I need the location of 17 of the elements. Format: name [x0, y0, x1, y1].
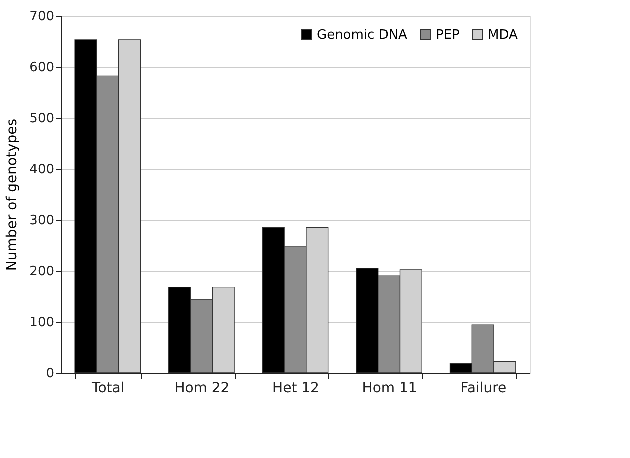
y-axis-title: Number of genotypes: [4, 118, 21, 272]
y-tick-label: 0: [46, 366, 54, 382]
legend-label: Genomic DNA: [317, 28, 408, 43]
y-tick-label: 300: [30, 214, 54, 228]
y-tick-label: 100: [30, 316, 54, 330]
y-tick-label: 400: [30, 162, 54, 178]
legend-label: MDA: [488, 28, 518, 43]
x-tick-label: Hom 22: [174, 380, 230, 396]
x-tick-label: Het 12: [272, 380, 320, 396]
x-tick-label: Hom 11: [362, 380, 418, 396]
y-tick-label: 700: [30, 10, 54, 24]
y-tick-label: 200: [30, 264, 54, 280]
y-tick-label: 600: [30, 60, 54, 76]
x-tick-label: Total: [91, 380, 125, 396]
x-tick-label: Failure: [460, 380, 507, 396]
legend-label: PEP: [436, 28, 460, 43]
y-tick-label: 500: [30, 112, 54, 126]
